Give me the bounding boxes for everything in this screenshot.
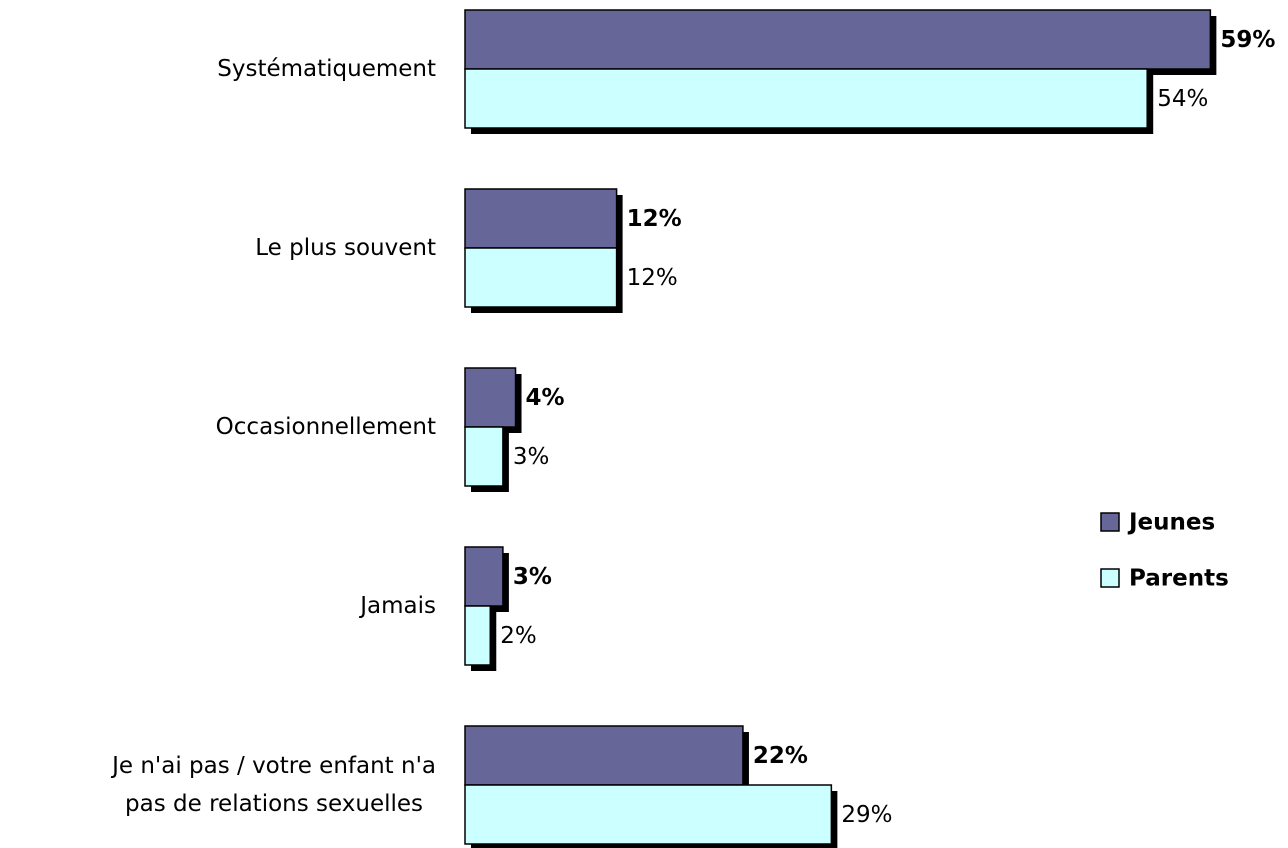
value-label: 12% <box>627 206 682 232</box>
category-label: Le plus souvent <box>255 235 436 261</box>
bar <box>464 546 504 607</box>
category-label: Systématiquement <box>217 56 436 82</box>
bar <box>464 247 618 308</box>
bar <box>464 605 492 666</box>
value-label: 3% <box>513 564 552 590</box>
bar <box>464 9 1212 70</box>
bar <box>464 68 1148 129</box>
value-label: 12% <box>627 265 678 291</box>
value-label: 2% <box>500 623 537 649</box>
value-label: 29% <box>841 802 892 828</box>
bar <box>464 784 833 845</box>
legend-label: Parents <box>1129 566 1229 592</box>
value-label: 4% <box>526 385 565 411</box>
category-label: Occasionnellement <box>215 414 436 440</box>
value-label: 3% <box>513 444 550 470</box>
category-label: Je n'ai pas / votre enfant n'a pas de re… <box>112 753 436 817</box>
bar <box>464 426 504 487</box>
bar <box>464 367 517 428</box>
bar <box>464 725 744 786</box>
value-label: 54% <box>1157 86 1208 112</box>
category-label: Jamais <box>360 593 436 619</box>
value-label: 22% <box>753 743 808 769</box>
legend-label: Jeunes <box>1127 510 1215 536</box>
bar <box>464 188 618 249</box>
value-label: 59% <box>1220 27 1275 53</box>
legend-swatch <box>1100 512 1120 532</box>
legend-swatch <box>1100 568 1120 588</box>
